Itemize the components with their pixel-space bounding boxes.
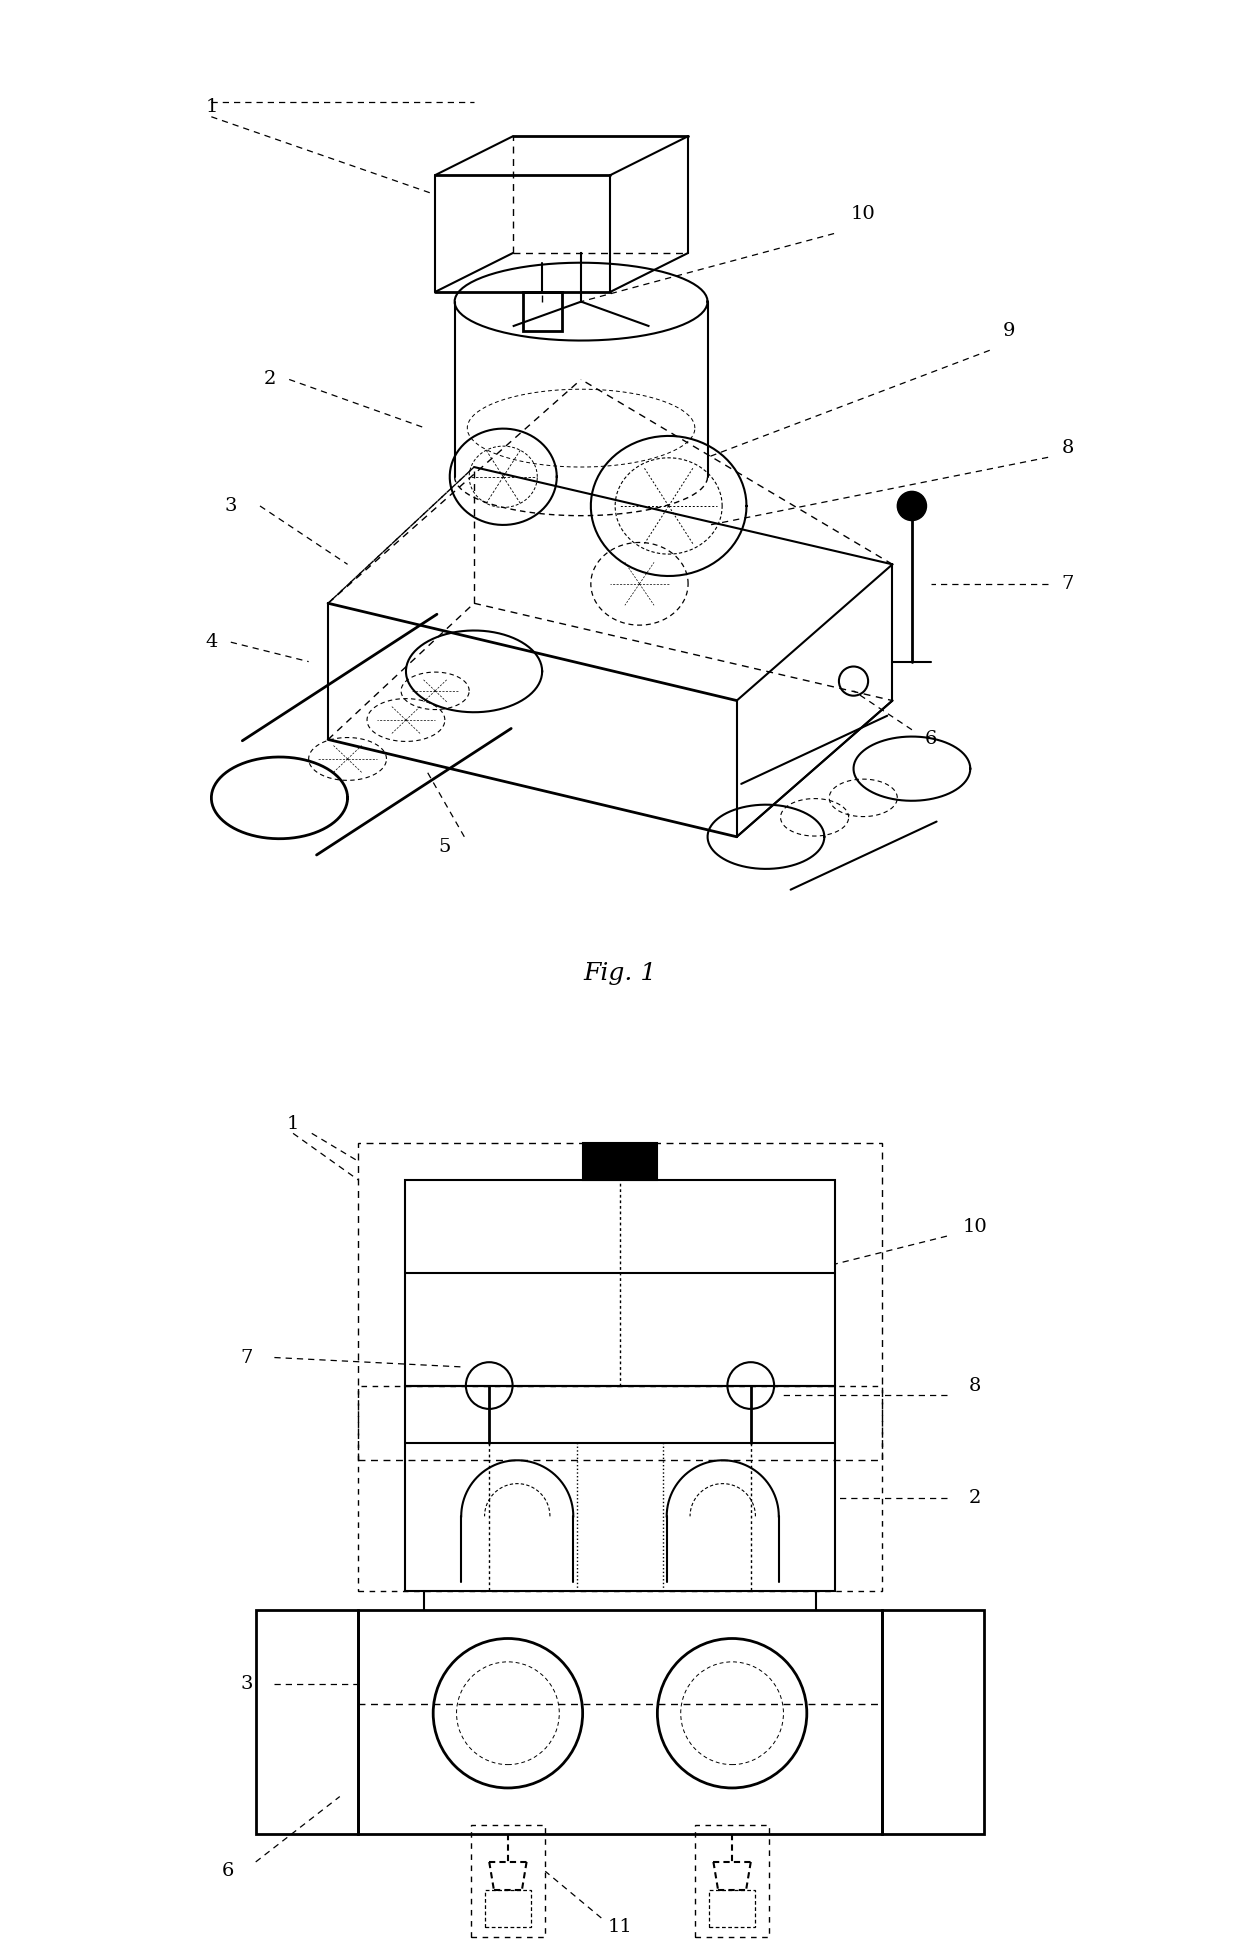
Bar <box>583 1142 657 1179</box>
Text: 2: 2 <box>968 1489 981 1506</box>
Bar <box>694 1825 770 1936</box>
Bar <box>358 1386 882 1592</box>
Text: 3: 3 <box>241 1676 253 1693</box>
Text: 7: 7 <box>1061 574 1074 594</box>
Bar <box>523 292 562 331</box>
Bar <box>709 1890 755 1927</box>
Text: 8: 8 <box>1061 438 1074 457</box>
Bar <box>405 1179 835 1386</box>
Text: 9: 9 <box>1003 321 1016 341</box>
Bar <box>255 1609 358 1833</box>
Text: 6: 6 <box>925 730 937 749</box>
Bar <box>405 1386 835 1592</box>
Bar <box>358 1142 882 1460</box>
Text: Fig. 1: Fig. 1 <box>583 961 657 985</box>
Bar <box>470 1825 546 1936</box>
Text: 8: 8 <box>968 1376 981 1395</box>
Text: 4: 4 <box>205 632 217 652</box>
Bar <box>485 1890 531 1927</box>
Text: 6: 6 <box>222 1862 234 1880</box>
Text: 3: 3 <box>224 496 237 516</box>
Bar <box>882 1609 985 1833</box>
Text: 11: 11 <box>608 1919 632 1936</box>
Text: 5: 5 <box>439 837 451 856</box>
Text: 10: 10 <box>851 204 875 224</box>
Text: 10: 10 <box>962 1218 987 1236</box>
Circle shape <box>898 490 926 522</box>
Text: 7: 7 <box>241 1349 253 1366</box>
Text: 1: 1 <box>286 1115 299 1133</box>
Text: 1: 1 <box>205 97 217 117</box>
Text: 2: 2 <box>264 370 277 389</box>
Bar <box>358 1609 882 1833</box>
